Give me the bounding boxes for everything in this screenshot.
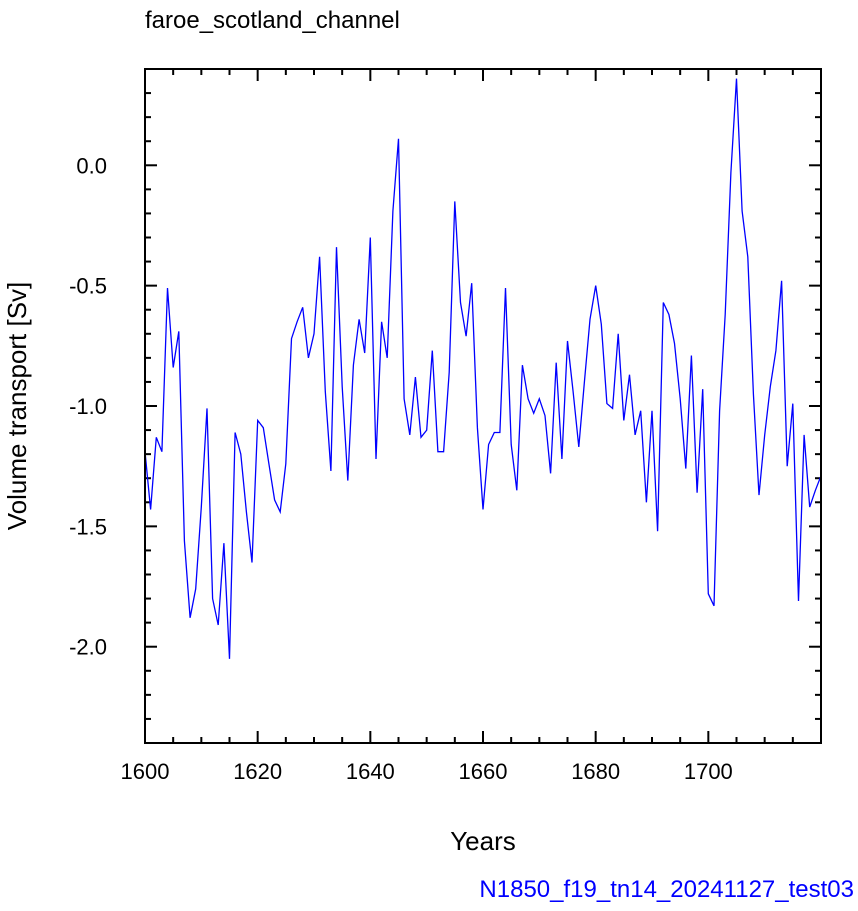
y-tick-label: -1.0 bbox=[69, 394, 107, 419]
y-axis-label: Volume transport [Sv] bbox=[2, 282, 32, 531]
x-tick-label: 1680 bbox=[571, 759, 620, 784]
x-axis-label: Years bbox=[450, 826, 516, 856]
y-tick-label: -2.0 bbox=[69, 635, 107, 660]
x-tick-label: 1640 bbox=[346, 759, 395, 784]
y-tick-label: -0.5 bbox=[69, 274, 107, 299]
case-label: N1850_f19_tn14_20241127_test03 bbox=[479, 876, 854, 903]
y-tick-label: 0.0 bbox=[76, 153, 107, 178]
x-tick-label: 1660 bbox=[459, 759, 508, 784]
x-tick-label: 1600 bbox=[121, 759, 170, 784]
axis-tick-labels: 1600 1620 1640 1660 1680 1700 -2.0 -1.5 -1.0 -0.5… bbox=[69, 153, 733, 784]
series-line bbox=[144, 78, 822, 659]
x-tick-label: 1620 bbox=[233, 759, 282, 784]
plot-frame bbox=[144, 68, 822, 744]
x-tick-label: 1700 bbox=[684, 759, 733, 784]
chart-title: faroe_scotland_channel bbox=[145, 7, 400, 34]
y-tick-label: -1.5 bbox=[69, 514, 107, 539]
